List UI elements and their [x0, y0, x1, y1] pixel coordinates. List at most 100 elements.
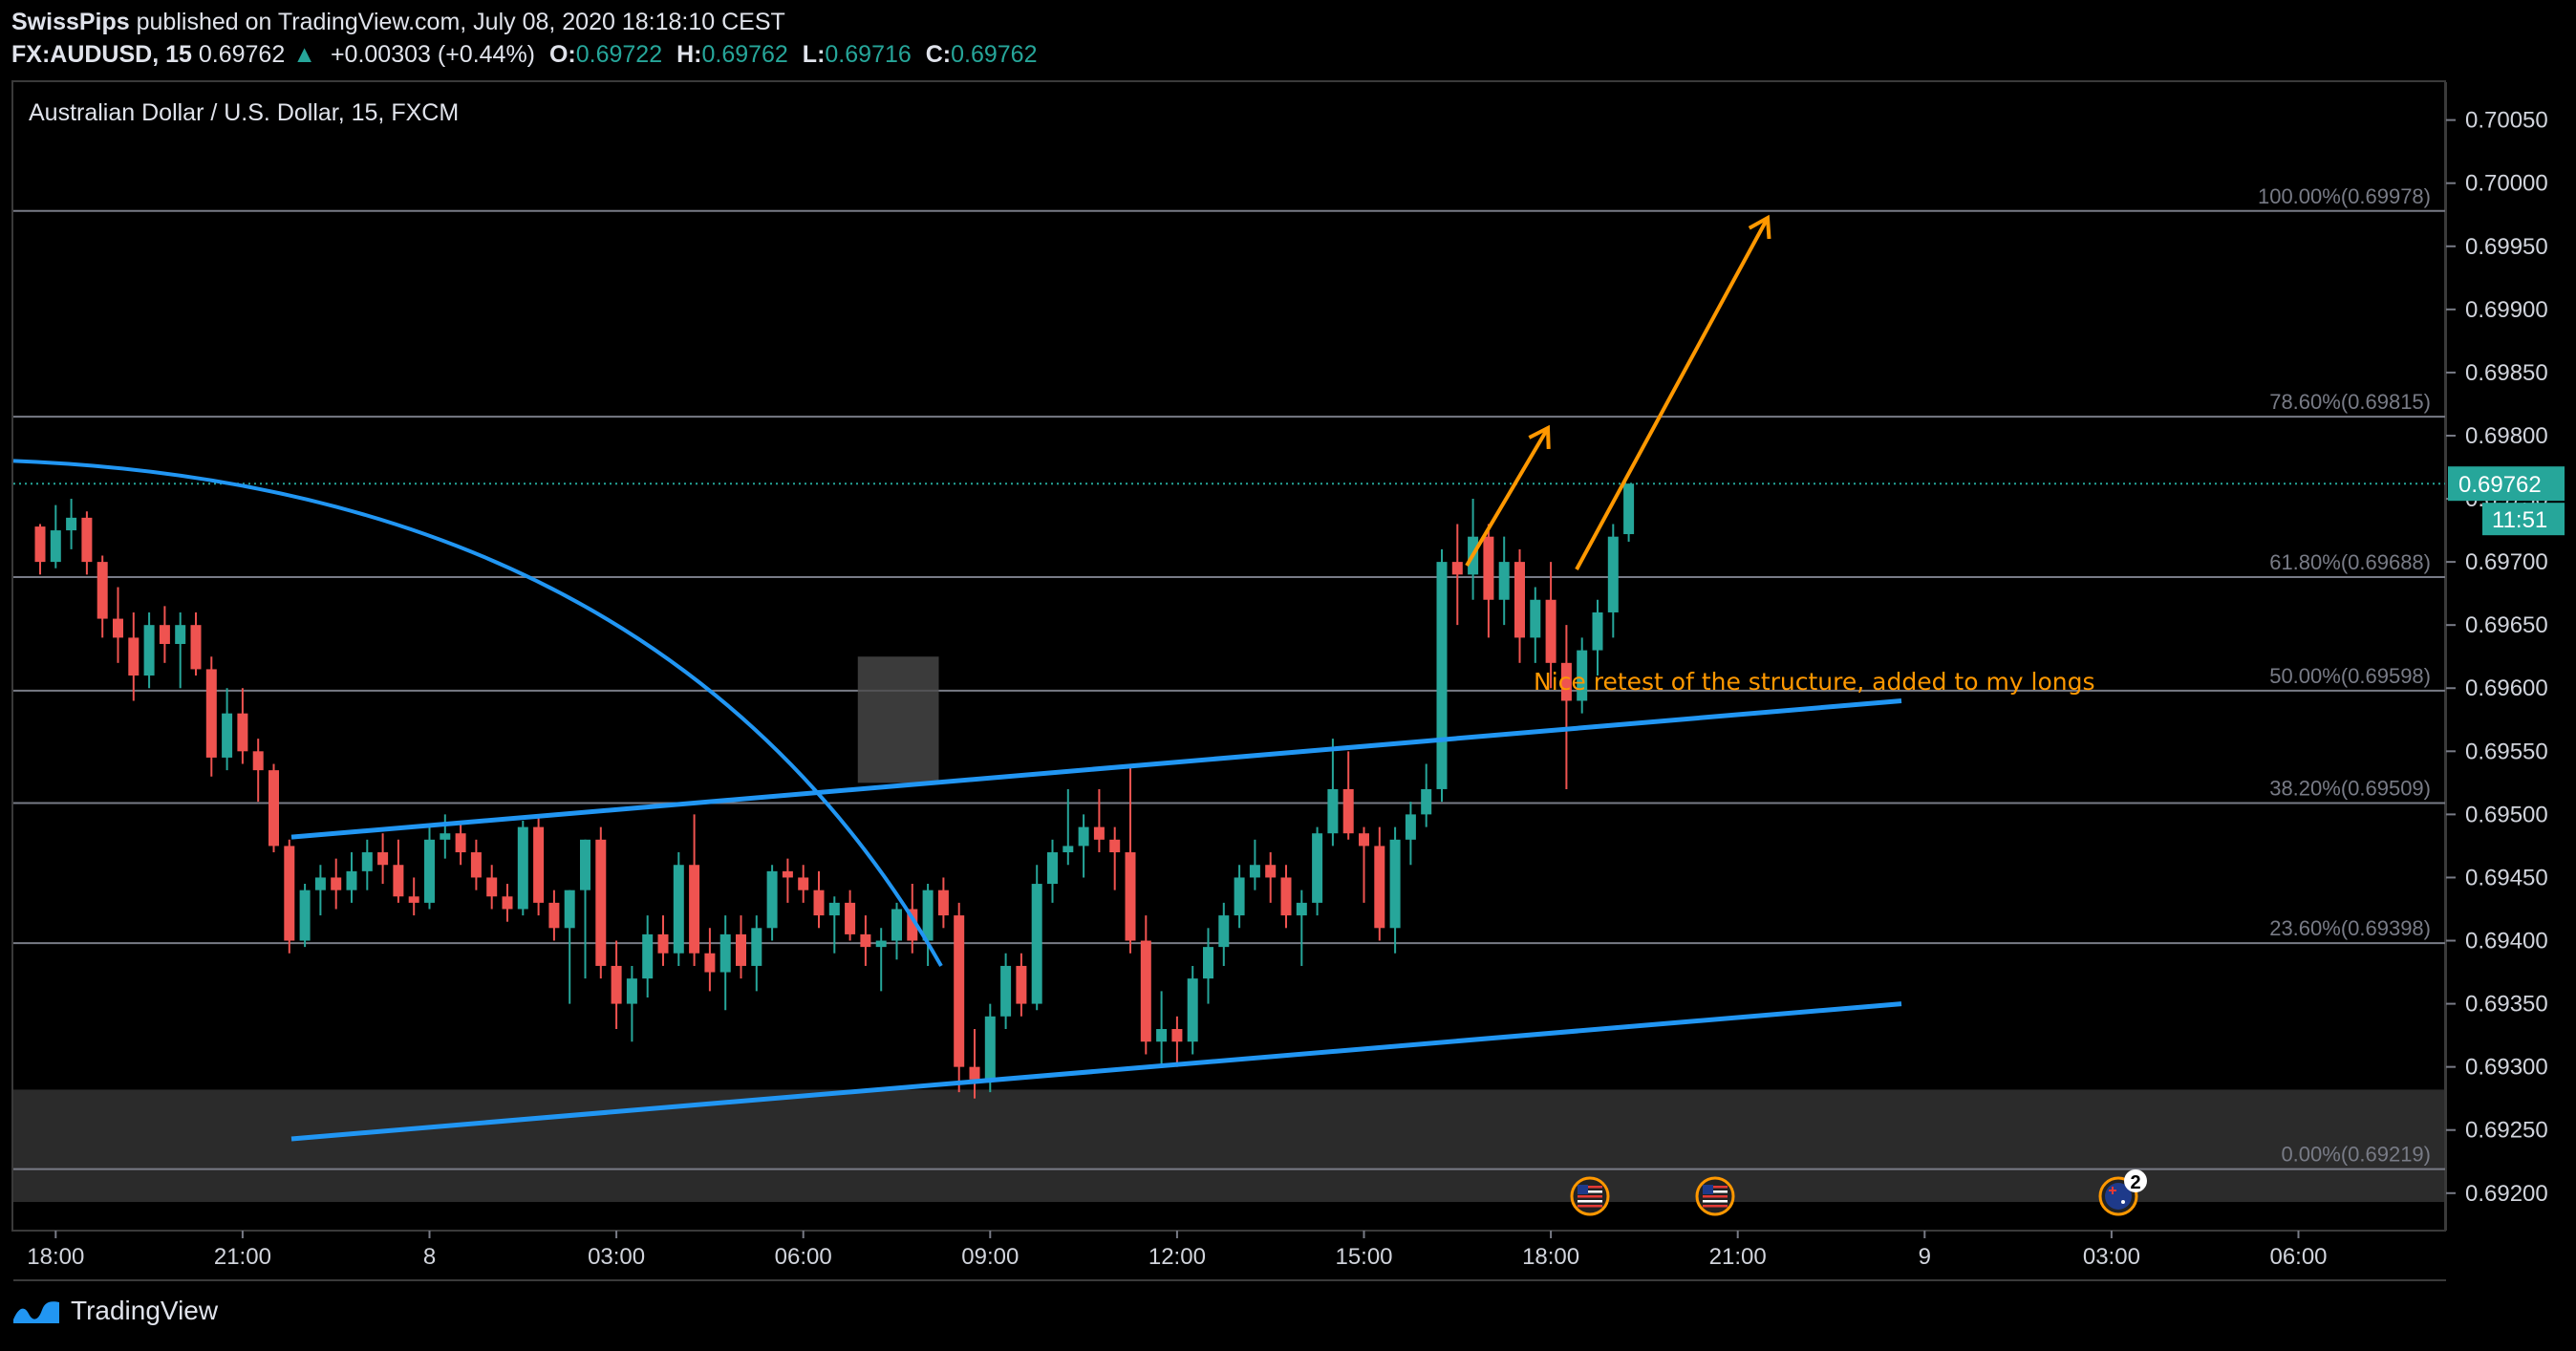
candle-body: [1093, 826, 1105, 840]
candle-body: [564, 890, 575, 929]
fib-level-label: 100.00%(0.69978): [2258, 184, 2431, 208]
last-price-tag-label: 0.69762: [2458, 472, 2542, 498]
candle-body: [657, 933, 669, 954]
candles-group: [34, 483, 1635, 1099]
candle-body: [875, 940, 887, 948]
candle-body: [1109, 839, 1121, 853]
flag-canton: [1703, 1185, 1713, 1194]
candle-body: [314, 877, 326, 890]
curved-line: [12, 459, 943, 967]
up-triangle-icon: ▲: [292, 41, 316, 68]
candle-body: [969, 1066, 980, 1080]
candle-body: [766, 870, 778, 929]
candle-body: [1047, 852, 1058, 885]
candle-body: [937, 890, 949, 916]
candle-body: [813, 890, 825, 916]
candle-body: [1187, 978, 1198, 1042]
candle-body: [922, 890, 934, 941]
price-tick-label: 0.69550: [2465, 739, 2548, 764]
tradingview-logo-icon[interactable]: [11, 1297, 61, 1325]
short-arrow: [1465, 426, 1550, 568]
long-arrow: [1575, 217, 1770, 570]
fib-level-label: 0.00%(0.69219): [2281, 1143, 2431, 1167]
short-arrow-head: [1528, 424, 1551, 450]
author-name[interactable]: SwissPips: [11, 9, 130, 35]
candle-body: [533, 826, 545, 903]
brand-name[interactable]: TradingView: [71, 1296, 219, 1325]
candle-body: [440, 833, 451, 840]
time-tick-label: 8: [423, 1244, 436, 1270]
flag-stripe: [1578, 1200, 1602, 1203]
candle-body: [1560, 662, 1572, 701]
candle-body: [611, 965, 622, 1004]
footer: TradingView: [11, 1296, 218, 1326]
candle-body: [143, 625, 155, 676]
retest-box: [857, 656, 939, 783]
candle-body: [159, 625, 170, 644]
candle-body: [1389, 839, 1401, 929]
long-arrow-head: [1748, 214, 1771, 240]
candle-body: [860, 933, 871, 948]
price-change: +0.00303 (+0.44%): [330, 41, 536, 68]
low-value: 0.69716: [825, 41, 912, 68]
candle-body: [1359, 833, 1369, 847]
candle-body: [1577, 650, 1588, 701]
time-tick-label: 21:00: [1709, 1244, 1767, 1270]
candle-body: [1140, 940, 1151, 1042]
candle-body: [1592, 611, 1603, 651]
candle-body: [1514, 562, 1525, 638]
candle-body: [128, 637, 140, 676]
candle-body: [828, 902, 840, 916]
demand-zone: [13, 1089, 2446, 1203]
close-label: C:: [925, 41, 952, 68]
price-tick-label: 0.69200: [2465, 1181, 2548, 1207]
candle-body: [50, 530, 61, 563]
candle-body: [299, 890, 311, 941]
ohlc-line: FX:AUDUSD, 15 0.69762 ▲ +0.00303 (+0.44%)…: [11, 38, 1045, 71]
countdown-label: 11:51: [2492, 507, 2547, 533]
candle-body: [222, 713, 233, 758]
candle-body: [1374, 846, 1385, 929]
time-tick-label: 03:00: [2083, 1244, 2140, 1270]
candle-body: [268, 770, 279, 847]
chart-title: Australian Dollar / U.S. Dollar, 15, FXC…: [29, 99, 460, 126]
candle-body: [486, 877, 498, 897]
candle-body: [845, 902, 856, 934]
us-event-flag-icon[interactable]: [1695, 1176, 1735, 1216]
candle-body: [1312, 833, 1323, 903]
symbol-label: FX:AUDUSD, 15: [11, 41, 192, 68]
candle-body: [237, 713, 248, 752]
chart-header: SwissPips published on TradingView.com, …: [11, 6, 1045, 71]
time-tick-label: 03:00: [588, 1244, 645, 1270]
price-tick-label: 0.69600: [2465, 676, 2548, 701]
candle-body: [1031, 884, 1042, 1004]
candle-body: [113, 618, 123, 638]
candle-body: [1421, 788, 1432, 815]
price-tick-label: 0.69250: [2465, 1118, 2548, 1144]
candle-body: [1016, 965, 1027, 1004]
time-tick-label: 12:00: [1148, 1244, 1206, 1270]
candle-body: [34, 526, 46, 563]
candle-body: [954, 915, 965, 1067]
time-tick-label: 06:00: [775, 1244, 832, 1270]
candle-body: [626, 978, 637, 1004]
fib-level-label: 50.00%(0.69598): [2269, 664, 2431, 688]
candle-body: [907, 909, 918, 941]
candle-body: [1498, 562, 1510, 600]
time-tick-label: 18:00: [1522, 1244, 1579, 1270]
candle-body: [1451, 562, 1463, 575]
candle-body: [1203, 947, 1213, 979]
candle-body: [580, 839, 590, 890]
price-tick-label: 0.69350: [2465, 992, 2548, 1018]
candle-body: [361, 852, 373, 871]
us-event-flag-icon[interactable]: [1570, 1176, 1610, 1216]
flag-cross: [2109, 1187, 2116, 1194]
candle-body: [66, 517, 77, 531]
last-price-header: 0.69762: [198, 41, 286, 68]
candle-body: [331, 877, 342, 890]
candle-body: [470, 852, 482, 878]
candle-body: [1530, 599, 1541, 638]
flag-stripe: [1703, 1195, 1728, 1198]
candle-body: [689, 865, 700, 954]
